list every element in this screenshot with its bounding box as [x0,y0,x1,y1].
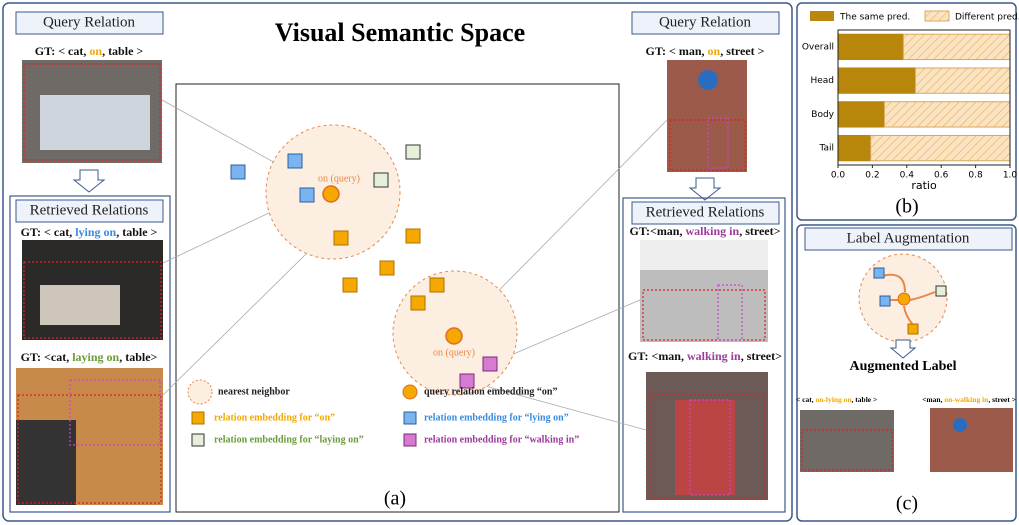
bar [838,34,903,59]
x-axis-label: ratio [911,179,937,192]
bar [871,135,1010,160]
title: Visual Semantic Space [275,18,525,47]
x-tick-label: 0.4 [900,171,915,181]
point-label: on (query) [318,173,360,184]
legend-text: relation embedding for “lying on” [424,412,569,423]
gt-label: GT: < man, on, street > [646,44,765,58]
y-tick-label: Overall [802,42,834,52]
bar [903,34,1010,59]
x-tick-label: 0.0 [831,171,846,181]
gt-label: GT: <man, walking in, street> [628,349,782,363]
gt-label: GT: <cat, laying on, table> [21,350,158,364]
gt-label: GT:<man, walking in, street> [630,224,781,238]
header: Label Augmentation [847,230,970,246]
header: Query Relation [43,14,136,30]
caption: (b) [895,196,918,218]
header: Query Relation [659,14,752,30]
legend-text: Different pred. [955,13,1019,23]
aug-label: < cat, on-lying on, table > [796,395,877,404]
bar [884,102,1010,127]
panel-b: The same pred. Different pred. ratio (b)… [797,3,1019,220]
x-tick-label: 0.6 [934,171,949,181]
bar [838,135,871,160]
header: Retrieved Relations [30,202,149,218]
legend-text: relation embedding for “laying on” [214,434,364,445]
legend-text: relation embedding for “walking in” [424,434,579,445]
x-tick-label: 0.2 [865,171,879,181]
bar [838,102,884,127]
header: Retrieved Relations [646,204,765,220]
x-tick-label: 0.8 [968,171,983,181]
x-tick-label: 1.0 [1003,171,1018,181]
panel-c: Label Augmentation Augmented Label < cat… [796,225,1016,521]
figure: Visual Semantic Space Query Relation GT:… [0,0,1019,525]
legend-text: nearest neighbor [218,386,290,397]
y-tick-label: Body [811,110,834,120]
y-tick-label: Head [810,76,834,86]
panel-a: Visual Semantic Space Query Relation GT:… [3,3,792,521]
legend-text: The same pred. [839,13,910,23]
point-label: on (query) [433,347,475,358]
gt-label: GT: < cat, on, table > [35,44,144,58]
gt-label: GT: < cat, lying on, table > [21,225,158,239]
aug-label: <man, on-walking in, street > [922,395,1016,404]
subtitle: Augmented Label [850,359,957,374]
legend-text: relation embedding for “on” [214,412,335,423]
bar [838,68,915,93]
bar [915,68,1010,93]
y-tick-label: Tail [818,144,834,154]
legend-text: query relation embedding “on” [424,386,557,397]
caption: (a) [384,488,406,510]
caption: (c) [896,493,918,515]
